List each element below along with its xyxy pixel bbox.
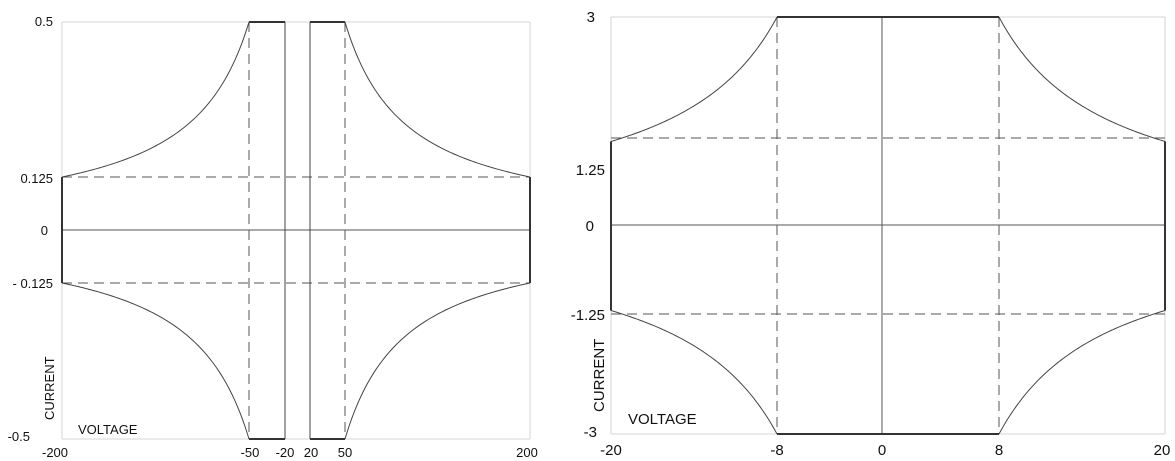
right-power-curve-q4 (998, 309, 1166, 435)
left-ytick-zero: 0 (41, 223, 48, 238)
right-xtick-20: 20 (1154, 442, 1171, 459)
left-power-curve-q3 (61, 282, 250, 440)
right-ytick-top: 3 (587, 9, 595, 26)
right-xlabel: VOLTAGE (628, 411, 697, 428)
right-power-curve-q3 (610, 309, 778, 435)
right-ylabel: CURRENT (591, 339, 608, 412)
right-ytick-pos-ref: 1.25 (576, 162, 605, 179)
right-xtick-m8: -8 (770, 442, 783, 459)
right-ytick-bottom: -3 (584, 424, 597, 441)
left-xlabel: VOLTAGE (78, 422, 138, 437)
left-ytick-pos-ref: 0.125 (20, 171, 53, 186)
left-xtick-m50: -50 (241, 445, 260, 460)
left-ytick-top: 0.5 (35, 14, 53, 29)
left-xtick-50: 50 (338, 445, 352, 460)
chart-left: 0.5 0.125 0 - 0.125 -0.5 -200 -50 -20 20… (8, 14, 538, 460)
left-power-curve-q2 (61, 21, 250, 178)
right-power-curve-q2 (610, 16, 778, 142)
left-ytick-bottom: -0.5 (8, 429, 30, 444)
chart-right: 3 1.25 0 -1.25 -3 -20 -8 0 8 20 VOLTAGE … (571, 9, 1171, 459)
left-xtick-m20: -20 (276, 445, 295, 460)
left-power-curve-q4 (344, 282, 531, 440)
right-ytick-zero: 0 (586, 218, 594, 235)
left-xtick-200: 200 (516, 445, 538, 460)
right-xtick-0: 0 (878, 442, 886, 459)
right-xtick-m20: -20 (600, 442, 622, 459)
left-xtick-m200: -200 (42, 445, 68, 460)
right-ytick-neg-ref: -1.25 (571, 307, 605, 324)
left-power-curve-q1 (344, 21, 531, 178)
right-xtick-8: 8 (995, 442, 1003, 459)
left-ylabel: CURRENT (42, 356, 57, 420)
left-xtick-20: 20 (304, 445, 318, 460)
right-power-curve-q1 (998, 16, 1166, 142)
left-ytick-neg-ref: - 0.125 (13, 276, 53, 291)
